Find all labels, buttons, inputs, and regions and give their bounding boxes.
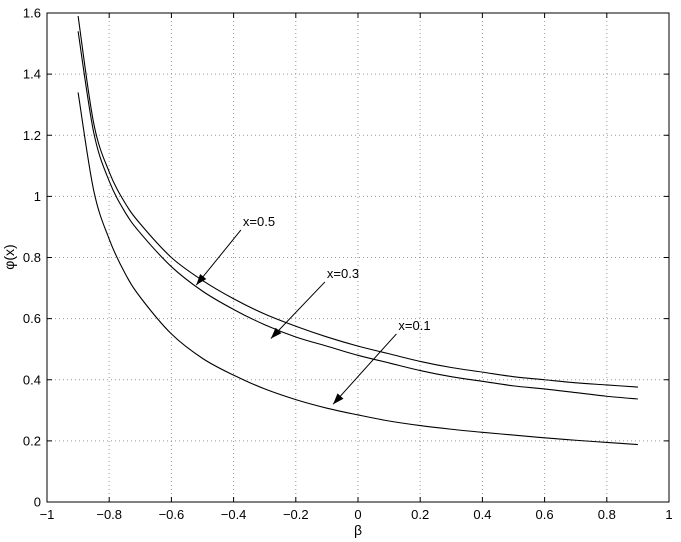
x-tick-label: 0.2 <box>411 507 429 522</box>
annotation-arrowhead <box>333 393 344 405</box>
x-tick-label: 0 <box>354 507 361 522</box>
y-tick-label: 0.8 <box>23 250 41 265</box>
ticks <box>46 12 670 503</box>
annotation-label: x=0.3 <box>327 266 359 281</box>
annotations: x=0.5 x=0.3 x=0.1 <box>195 214 431 405</box>
series-line-x-0-1 <box>77 92 638 446</box>
annotation-label: x=0.1 <box>398 318 430 333</box>
annotation-arrow <box>195 229 242 286</box>
tick-labels: −1 −0.8 −0.6 −0.4 −0.2 0 0.2 0.4 0.6 0.8 1 0 0.2 0.4 0… <box>23 6 673 523</box>
y-tick-label: 1.4 <box>23 67 41 82</box>
x-tick-label: −0.2 <box>283 507 309 522</box>
x-tick-label: 0.8 <box>598 507 616 522</box>
y-tick-label: 0.4 <box>23 372 41 387</box>
y-tick-label: 0.2 <box>23 433 41 448</box>
x-tick-label: −0.4 <box>221 507 247 522</box>
annotation-arrow <box>270 281 326 339</box>
annotation-arrowhead <box>196 273 207 286</box>
y-tick-label: 1.2 <box>23 128 41 143</box>
y-tick-label: 0 <box>34 495 41 510</box>
annotation-arrowhead <box>270 327 282 339</box>
x-tick-label: −1 <box>40 507 55 522</box>
annotation-label: x=0.5 <box>243 214 275 229</box>
y-axis-label: φ(x) <box>1 244 17 269</box>
grid <box>47 13 669 502</box>
x-tick-label: 0.4 <box>473 507 491 522</box>
series-line-x-0-3 <box>77 31 638 400</box>
series-line-x-0-5 <box>77 15 638 388</box>
x-tick-label: 0.6 <box>536 507 554 522</box>
curves <box>77 15 638 446</box>
annotation-arrow <box>332 333 397 405</box>
x-tick-label: −0.6 <box>159 507 185 522</box>
x-tick-label: 1 <box>665 507 672 522</box>
y-tick-label: 1.6 <box>23 6 41 21</box>
x-axis-label: β <box>354 522 362 538</box>
x-tick-label: −0.8 <box>96 507 122 522</box>
y-tick-label: 1 <box>34 189 41 204</box>
y-tick-label: 0.6 <box>23 311 41 326</box>
